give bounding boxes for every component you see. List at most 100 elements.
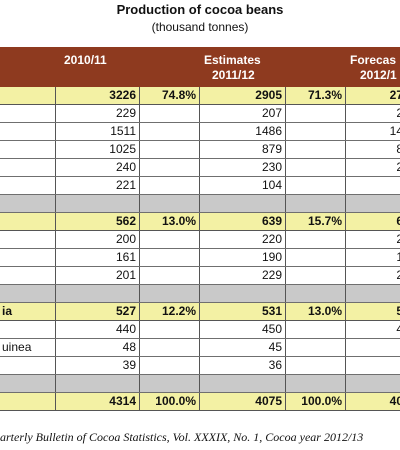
value-2011-12: 230 xyxy=(200,159,286,176)
value-2012-13: 4 xyxy=(396,322,400,336)
value-2012-13 xyxy=(346,339,400,356)
value-2012-13 xyxy=(346,285,400,302)
value-2010-11: 39 xyxy=(56,357,140,374)
value-2011-12: 229 xyxy=(200,267,286,284)
share-2010-11: 12.2% xyxy=(140,303,200,320)
value-2012-13: 40 xyxy=(389,394,400,408)
header-2012-13: 2012/1 xyxy=(360,68,397,82)
share-2011-12: 71.3% xyxy=(286,87,346,104)
subtotal-row: 4314 100.0% 4075 100.0% 40 xyxy=(0,393,400,411)
region-cell xyxy=(0,357,56,374)
share-2011-12: 15.7% xyxy=(286,213,346,230)
region-cell xyxy=(0,159,56,176)
value-2010-11: 48 xyxy=(56,339,140,356)
share-2011-12 xyxy=(286,177,346,194)
spacer-row xyxy=(0,375,400,393)
region-cell: ia xyxy=(0,303,56,320)
share-2011-12 xyxy=(286,339,346,356)
region-cell xyxy=(0,87,56,104)
header-estimates: Estimates xyxy=(204,53,261,67)
share-2011-12 xyxy=(286,267,346,284)
share-2010-11 xyxy=(140,141,200,158)
production-table: 2010/11 Estimates 2011/12 Forecas 2012/1… xyxy=(0,47,400,411)
region-cell xyxy=(0,123,56,140)
share-2010-11 xyxy=(140,267,200,284)
value-2011-12: 879 xyxy=(200,141,286,158)
value-2010-11 xyxy=(56,285,140,302)
value-2011-12: 190 xyxy=(200,249,286,266)
table-row: uinea 48 45 xyxy=(0,339,400,357)
share-2010-11: 100.0% xyxy=(140,393,200,410)
region-cell xyxy=(0,249,56,266)
region-cell xyxy=(0,195,56,212)
table-row: 240 230 2 xyxy=(0,159,400,177)
subtotal-row: 3226 74.8% 2905 71.3% 27 xyxy=(0,87,400,105)
table-row: 1511 1486 14 xyxy=(0,123,400,141)
value-2011-12: 4075 xyxy=(200,393,286,410)
region-cell xyxy=(0,213,56,230)
region-cell xyxy=(0,141,56,158)
spacer-row xyxy=(0,195,400,213)
table-row: 221 104 xyxy=(0,177,400,195)
share-2011-12: 100.0% xyxy=(286,393,346,410)
header-forecast: Forecas xyxy=(350,53,397,67)
value-2011-12: 450 xyxy=(200,321,286,338)
share-2010-11: 74.8% xyxy=(140,87,200,104)
share-2010-11 xyxy=(140,249,200,266)
value-2010-11: 4314 xyxy=(56,393,140,410)
share-2010-11: 13.0% xyxy=(140,213,200,230)
value-2011-12: 531 xyxy=(200,303,286,320)
region-cell xyxy=(0,231,56,248)
value-2011-12: 220 xyxy=(200,231,286,248)
value-2010-11: 229 xyxy=(56,105,140,122)
share-2010-11 xyxy=(140,177,200,194)
share-2010-11 xyxy=(140,321,200,338)
share-2011-12: 13.0% xyxy=(286,303,346,320)
share-2010-11 xyxy=(140,375,200,392)
share-2010-11 xyxy=(140,357,200,374)
value-2012-13 xyxy=(346,375,400,392)
value-2012-13 xyxy=(346,195,400,212)
page-subtitle: (thousand tonnes) xyxy=(151,20,249,34)
value-2010-11: 161 xyxy=(56,249,140,266)
share-2011-12 xyxy=(286,375,346,392)
share-2010-11 xyxy=(140,339,200,356)
value-2010-11: 200 xyxy=(56,231,140,248)
share-2011-12 xyxy=(286,159,346,176)
region-cell xyxy=(0,375,56,392)
table-row: 39 36 xyxy=(0,357,400,375)
value-2012-13: 5 xyxy=(396,304,400,318)
page-title: Production of cocoa beans xyxy=(116,2,284,17)
share-2010-11 xyxy=(140,195,200,212)
value-2011-12: 36 xyxy=(200,357,286,374)
share-2011-12 xyxy=(286,123,346,140)
table-row: 200 220 2 xyxy=(0,231,400,249)
share-2010-11 xyxy=(140,285,200,302)
value-2012-13: 8 xyxy=(396,142,400,156)
subtotal-row: ia 527 12.2% 531 13.0% 5 xyxy=(0,303,400,321)
share-2011-12 xyxy=(286,249,346,266)
region-cell xyxy=(0,393,56,410)
share-2011-12 xyxy=(286,141,346,158)
source-note: arterly Bulletin of Cocoa Statistics, Vo… xyxy=(0,430,364,444)
value-2011-12: 639 xyxy=(200,213,286,230)
table-row: 161 190 1 xyxy=(0,249,400,267)
value-2012-13: 2 xyxy=(396,106,400,120)
spacer-row xyxy=(0,285,400,303)
value-2010-11: 440 xyxy=(56,321,140,338)
region-cell xyxy=(0,285,56,302)
value-2012-13: 2 xyxy=(396,268,400,282)
share-2011-12 xyxy=(286,285,346,302)
value-2012-13: 6 xyxy=(396,214,400,228)
value-2010-11: 3226 xyxy=(56,87,140,104)
subtotal-row: 562 13.0% 639 15.7% 6 xyxy=(0,213,400,231)
value-2010-11: 201 xyxy=(56,267,140,284)
value-2010-11: 221 xyxy=(56,177,140,194)
value-2010-11: 240 xyxy=(56,159,140,176)
value-2011-12 xyxy=(200,285,286,302)
region-cell xyxy=(0,267,56,284)
value-2011-12: 104 xyxy=(200,177,286,194)
region-cell xyxy=(0,321,56,338)
value-2011-12 xyxy=(200,195,286,212)
value-2012-13 xyxy=(346,177,400,194)
